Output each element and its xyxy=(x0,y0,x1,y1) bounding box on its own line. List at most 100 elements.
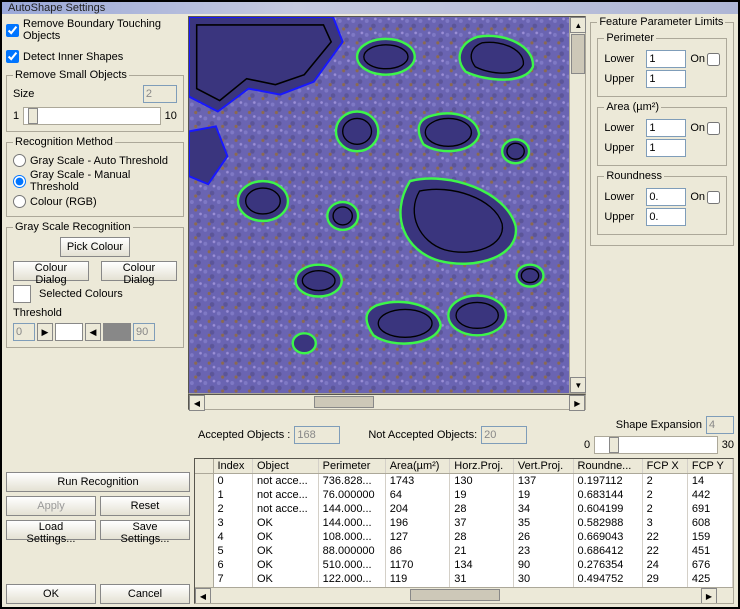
size-label: Size xyxy=(13,88,34,100)
roundness-lower-input[interactable] xyxy=(646,188,686,206)
pick-colour-button[interactable]: Pick Colour xyxy=(60,237,130,257)
colour-dialog-button-1[interactable]: Colour Dialog xyxy=(13,261,89,281)
scroll-left-icon[interactable]: ◀ xyxy=(189,395,205,411)
table-cell: 30 xyxy=(513,572,573,586)
table-scroll-left-icon[interactable]: ◀ xyxy=(195,588,211,604)
table-cell: 0.683144 xyxy=(573,488,642,502)
roundness-on-checkbox[interactable] xyxy=(707,191,720,204)
threshold-bar-fill xyxy=(103,323,131,341)
table-cell: 144.000... xyxy=(318,502,385,516)
area-on-checkbox[interactable] xyxy=(707,122,720,135)
perimeter-lower-input[interactable] xyxy=(646,50,686,68)
apply-button[interactable]: Apply xyxy=(6,496,96,516)
table-cell: 736.828... xyxy=(318,474,385,489)
column-header[interactable]: FCP X xyxy=(642,459,687,474)
table-cell: 204 xyxy=(385,502,450,516)
objects-table-container: IndexObjectPerimeterArea(µm²)Horz.Proj.V… xyxy=(194,458,734,604)
table-cell: 64 xyxy=(385,488,450,502)
table-cell: not acce... xyxy=(252,502,318,516)
roundness-group: Roundness Lower On Upper xyxy=(597,170,727,235)
colour-dialog-button-2[interactable]: Colour Dialog xyxy=(101,261,177,281)
table-cell: 37 xyxy=(450,516,514,530)
table-hscrollbar[interactable]: ◀ ▶ xyxy=(195,587,733,603)
column-header[interactable]: Roundne... xyxy=(573,459,642,474)
auto-threshold-radio[interactable]: Gray Scale - Auto Threshold xyxy=(13,154,177,167)
shape-exp-thumb[interactable] xyxy=(609,437,619,453)
preview-hscrollbar[interactable]: ◀ ▶ xyxy=(188,394,586,410)
remove-boundary-input[interactable] xyxy=(6,24,19,37)
objects-table-scroll[interactable]: IndexObjectPerimeterArea(µm²)Horz.Proj.V… xyxy=(195,459,733,587)
run-recognition-button[interactable]: Run Recognition xyxy=(6,472,190,492)
hscroll-track[interactable] xyxy=(205,395,569,409)
table-cell: 676 xyxy=(687,558,732,572)
area-lower-input[interactable] xyxy=(646,119,686,137)
roundness-upper-input[interactable] xyxy=(646,208,686,226)
threshold-low-input xyxy=(13,323,35,341)
size-slider-thumb[interactable] xyxy=(28,108,38,124)
scroll-down-icon[interactable]: ▼ xyxy=(570,377,586,393)
table-cell: OK xyxy=(252,572,318,586)
row-header xyxy=(195,474,213,489)
table-cell: 2 xyxy=(642,488,687,502)
counters-row: Accepted Objects : Not Accepted Objects:… xyxy=(6,416,734,454)
area-upper-input[interactable] xyxy=(646,139,686,157)
column-header[interactable]: Perimeter xyxy=(318,459,385,474)
column-header[interactable]: Vert.Proj. xyxy=(513,459,573,474)
ok-button[interactable]: OK xyxy=(6,584,96,604)
column-header[interactable]: Object xyxy=(252,459,318,474)
table-row[interactable]: 2not acce...144.000...20428340.604199269… xyxy=(195,502,733,516)
column-header[interactable]: Index xyxy=(213,459,252,474)
column-header[interactable]: FCP Y xyxy=(687,459,732,474)
table-cell: 144.000... xyxy=(318,516,385,530)
table-scroll-right-icon[interactable]: ▶ xyxy=(701,588,717,604)
reset-button[interactable]: Reset xyxy=(100,496,190,516)
table-hscroll-thumb[interactable] xyxy=(410,589,500,601)
table-cell: 2 xyxy=(642,474,687,489)
table-cell: OK xyxy=(252,516,318,530)
detect-inner-checkbox[interactable]: Detect Inner Shapes xyxy=(6,50,184,63)
table-cell: 425 xyxy=(687,572,732,586)
table-cell: 0.197112 xyxy=(573,474,642,489)
perimeter-on-checkbox[interactable] xyxy=(707,53,720,66)
preview-vscrollbar[interactable]: ▲ ▼ xyxy=(569,17,585,393)
table-cell: 7 xyxy=(213,572,252,586)
save-settings-button[interactable]: Save Settings... xyxy=(100,520,190,540)
column-header[interactable]: Horz.Proj. xyxy=(450,459,514,474)
table-cell: 19 xyxy=(513,488,573,502)
table-row[interactable]: 7OK122.000...11931300.49475229425 xyxy=(195,572,733,586)
threshold-left-btn[interactable]: ◀ xyxy=(85,323,101,341)
colour-rgb-radio[interactable]: Colour (RGB) xyxy=(13,195,177,208)
row-header xyxy=(195,502,213,516)
rowheader-corner xyxy=(195,459,213,474)
table-row[interactable]: 3OK144.000...19637350.5829883608 xyxy=(195,516,733,530)
perimeter-lower-label: Lower xyxy=(604,53,642,65)
threshold-bar-empty xyxy=(55,323,83,341)
cancel-button[interactable]: Cancel xyxy=(100,584,190,604)
manual-threshold-radio[interactable]: Gray Scale - Manual Threshold xyxy=(13,169,177,193)
remove-boundary-checkbox[interactable]: Remove Boundary Touching Objects xyxy=(6,18,184,42)
hscroll-thumb[interactable] xyxy=(314,396,374,408)
threshold-right-btn[interactable]: ▶ xyxy=(37,323,53,341)
table-row[interactable]: 0not acce...736.828...17431301370.197112… xyxy=(195,474,733,489)
shape-expansion-slider[interactable] xyxy=(594,436,718,454)
row-header xyxy=(195,544,213,558)
table-row[interactable]: 4OK108.000...12728260.66904322159 xyxy=(195,530,733,544)
table-cell: 0.686412 xyxy=(573,544,642,558)
size-slider[interactable] xyxy=(23,107,161,125)
table-cell: 76.000000 xyxy=(318,488,385,502)
client-area: Remove Boundary Touching Objects Detect … xyxy=(2,14,738,608)
scroll-right-icon[interactable]: ▶ xyxy=(569,395,585,411)
table-row[interactable]: 5OK88.0000008621230.68641222451 xyxy=(195,544,733,558)
window-title: AutoShape Settings xyxy=(8,2,105,14)
area-upper-label: Upper xyxy=(604,142,642,154)
preview-svg xyxy=(189,17,569,393)
table-row[interactable]: 1not acce...76.0000006419190.6831442442 xyxy=(195,488,733,502)
detect-inner-input[interactable] xyxy=(6,50,19,63)
selected-colours-label: Selected Colours xyxy=(39,288,123,300)
scroll-up-icon[interactable]: ▲ xyxy=(570,17,586,33)
column-header[interactable]: Area(µm²) xyxy=(385,459,450,474)
table-row[interactable]: 6OK510.000...1170134900.27635424676 xyxy=(195,558,733,572)
perimeter-upper-input[interactable] xyxy=(646,70,686,88)
vscroll-thumb[interactable] xyxy=(571,34,585,74)
load-settings-button[interactable]: Load Settings... xyxy=(6,520,96,540)
